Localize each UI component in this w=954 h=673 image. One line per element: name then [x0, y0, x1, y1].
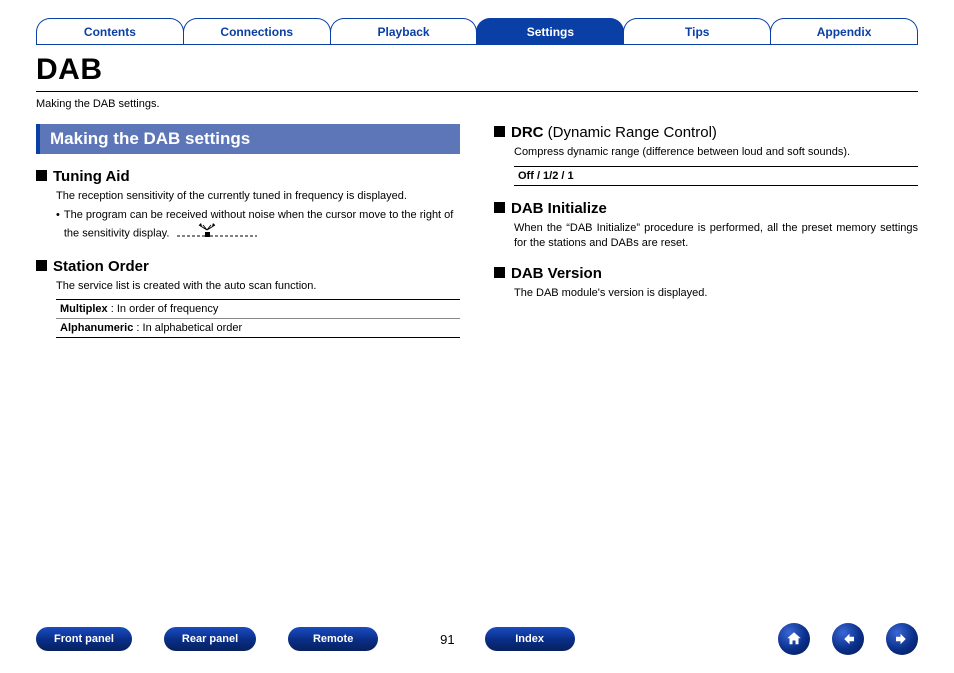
back-button[interactable] [832, 623, 864, 655]
forward-button[interactable] [886, 623, 918, 655]
dab-initialize-desc: When the “DAB Initialize” procedure is p… [514, 221, 918, 251]
tuning-aid-desc: The reception sensitivity of the current… [56, 189, 460, 204]
sensitivity-display-icon [177, 223, 257, 244]
tab-contents[interactable]: Contents [36, 18, 184, 44]
page-title: DAB [36, 53, 918, 92]
content-columns: Making the DAB settings Tuning Aid The r… [36, 124, 918, 352]
tuning-aid-bullet-text: The program can be received without nois… [64, 209, 454, 239]
dab-version-desc: The DAB module's version is displayed. [514, 286, 918, 301]
square-marker-icon [494, 126, 505, 137]
dab-initialize-title: DAB Initialize [511, 200, 607, 217]
remote-button[interactable]: Remote [288, 627, 378, 651]
square-marker-icon [494, 267, 505, 278]
station-order-title: Station Order [53, 258, 149, 275]
item-head-dab-initialize: DAB Initialize [494, 200, 918, 217]
drc-title: DRC [511, 124, 544, 141]
tab-playback[interactable]: Playback [330, 18, 478, 44]
drc-desc: Compress dynamic range (difference betwe… [514, 145, 918, 160]
footer: Front panel Rear panel Remote 91 Index [0, 623, 954, 655]
item-head-station-order: Station Order [36, 258, 460, 275]
home-button[interactable] [778, 623, 810, 655]
top-tabs: Contents Connections Playback Settings T… [36, 18, 918, 45]
item-dab-version: DAB Version The DAB module's version is … [494, 265, 918, 301]
option-alphanumeric-label: Alphanumeric [60, 322, 133, 334]
station-order-desc: The service list is created with the aut… [56, 279, 460, 294]
option-alphanumeric-text: : In alphabetical order [133, 322, 242, 334]
tuning-aid-bullet: • The program can be received without no… [56, 208, 460, 244]
section-header: Making the DAB settings [36, 124, 460, 154]
bullet-dot-icon: • [56, 208, 60, 244]
square-marker-icon [36, 170, 47, 181]
item-station-order: Station Order The service list is create… [36, 258, 460, 339]
station-order-options: Multiplex : In order of frequency Alphan… [56, 299, 460, 338]
tab-appendix[interactable]: Appendix [770, 18, 918, 44]
option-multiplex-label: Multiplex [60, 303, 108, 315]
arrow-right-icon [893, 630, 911, 648]
item-drc: DRC (Dynamic Range Control) Compress dyn… [494, 124, 918, 186]
arrow-left-icon [839, 630, 857, 648]
page-number: 91 [440, 632, 454, 647]
page-subtitle: Making the DAB settings. [36, 98, 918, 110]
rear-panel-button[interactable]: Rear panel [164, 627, 256, 651]
index-button[interactable]: Index [485, 627, 575, 651]
square-marker-icon [494, 202, 505, 213]
tab-connections[interactable]: Connections [183, 18, 331, 44]
drc-subtitle: (Dynamic Range Control) [544, 124, 717, 141]
tuning-aid-title: Tuning Aid [53, 168, 130, 185]
front-panel-button[interactable]: Front panel [36, 627, 132, 651]
right-column: DRC (Dynamic Range Control) Compress dyn… [494, 124, 918, 352]
item-tuning-aid: Tuning Aid The reception sensitivity of … [36, 168, 460, 244]
home-icon [785, 630, 803, 648]
drc-options: Off / 1/2 / 1 [514, 166, 918, 186]
option-alphanumeric: Alphanumeric : In alphabetical order [56, 319, 460, 337]
item-head-drc: DRC (Dynamic Range Control) [494, 124, 918, 141]
dab-version-title: DAB Version [511, 265, 602, 282]
item-head-tuning-aid: Tuning Aid [36, 168, 460, 185]
left-column: Making the DAB settings Tuning Aid The r… [36, 124, 460, 352]
option-multiplex-text: : In order of frequency [108, 303, 219, 315]
tab-settings[interactable]: Settings [476, 18, 624, 44]
tab-tips[interactable]: Tips [623, 18, 771, 44]
item-dab-initialize: DAB Initialize When the “DAB Initialize”… [494, 200, 918, 251]
option-multiplex: Multiplex : In order of frequency [56, 300, 460, 319]
square-marker-icon [36, 260, 47, 271]
item-head-dab-version: DAB Version [494, 265, 918, 282]
